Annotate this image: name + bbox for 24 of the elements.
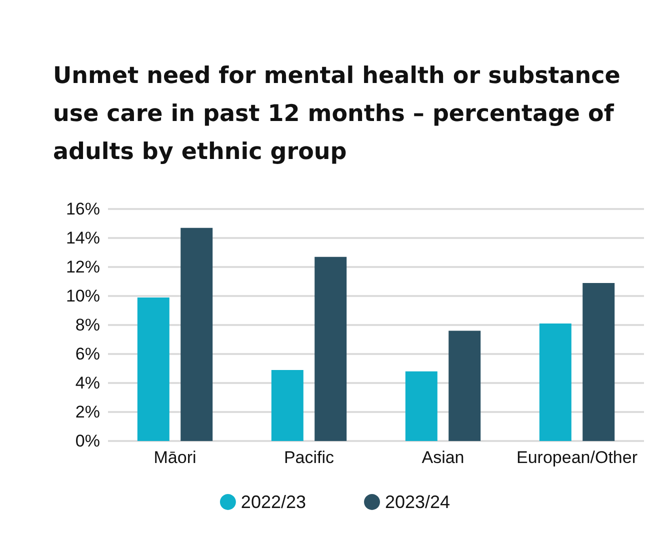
bar [582, 282, 615, 441]
x-tick-label: Māori [154, 448, 196, 467]
y-tick-label: 6% [75, 344, 100, 364]
bar [180, 228, 213, 441]
legend-label: 2023/24 [385, 492, 450, 512]
y-tick-label: 10% [66, 286, 100, 306]
x-tick-label: Pacific [284, 448, 335, 467]
bar [539, 324, 572, 441]
chart-title: Unmet need for mental health or substance use care in past 12 months – percentage of adults by ethnic group [53, 63, 628, 165]
x-tick-label: European/Other [516, 448, 638, 467]
y-tick-label: 0% [75, 432, 100, 450]
bar [448, 330, 481, 441]
y-tick-label: 8% [75, 316, 100, 334]
bar [137, 297, 170, 441]
x-tick-label: Asian [422, 448, 464, 467]
y-tick-label: 12% [66, 258, 100, 276]
bar [271, 370, 304, 441]
y-tick-label: 14% [66, 228, 100, 248]
y-tick-label: 2% [75, 402, 100, 422]
legend-label: 2022/23 [240, 492, 306, 512]
y-tick-label: 16% [66, 200, 100, 218]
bar [314, 256, 347, 441]
bar [405, 371, 438, 441]
y-tick-label: 4% [75, 374, 100, 392]
